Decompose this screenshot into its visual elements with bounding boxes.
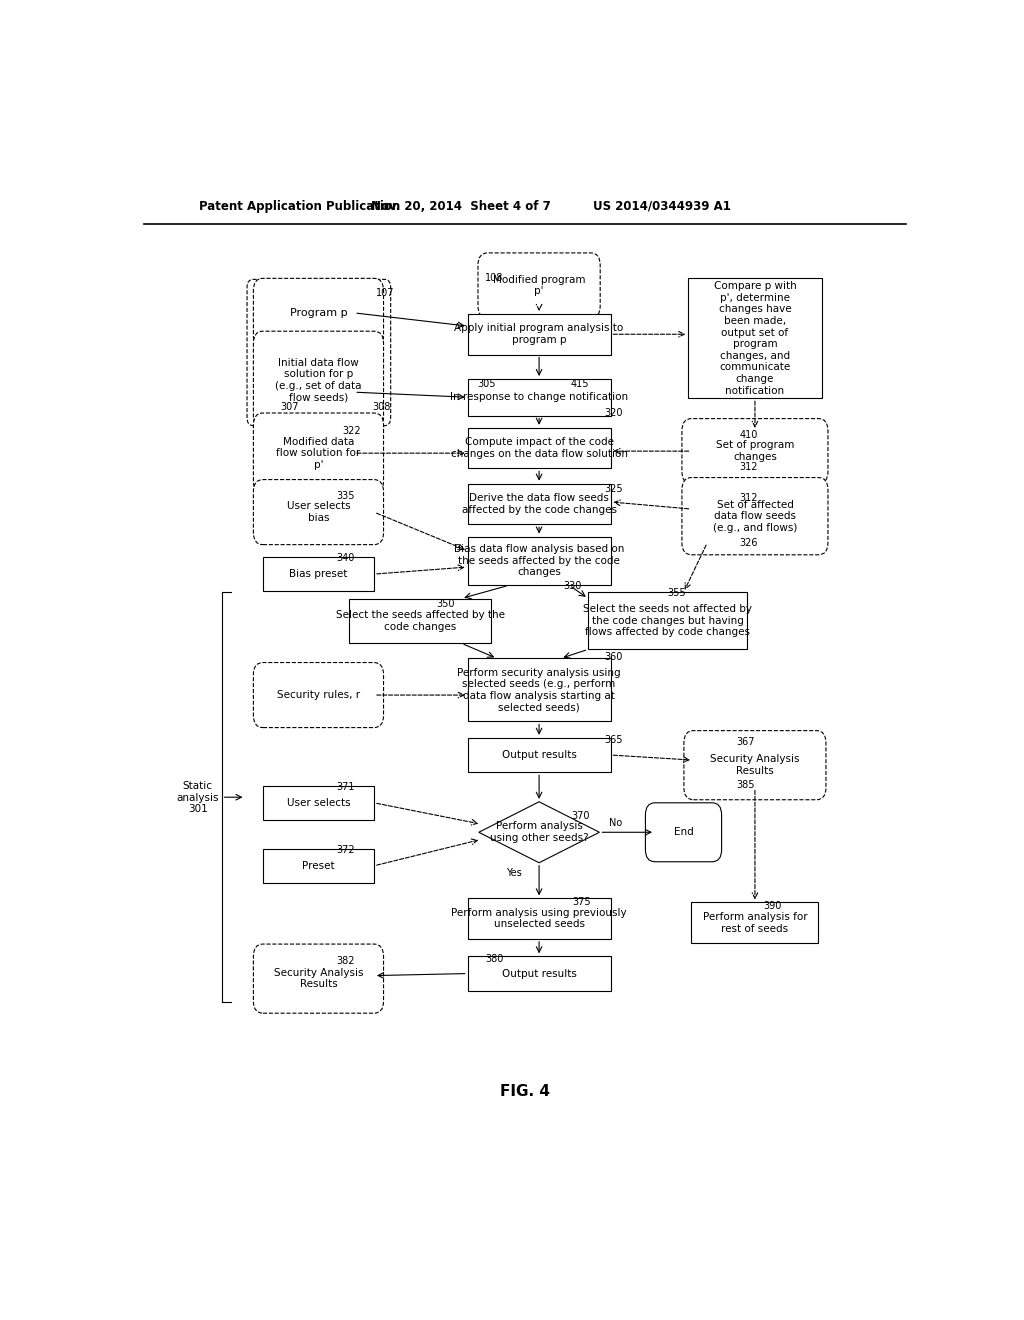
Text: 307: 307	[281, 403, 299, 412]
Text: Bias data flow analysis based on
the seeds affected by the code
changes: Bias data flow analysis based on the see…	[454, 544, 625, 577]
Text: 372: 372	[336, 845, 354, 854]
Text: Perform security analysis using
selected seeds (e.g., perform
data flow analysis: Perform security analysis using selected…	[458, 668, 621, 713]
Text: Set of affected
data flow seeds
(e.g., and flows): Set of affected data flow seeds (e.g., a…	[713, 499, 797, 533]
FancyBboxPatch shape	[263, 557, 374, 591]
FancyBboxPatch shape	[253, 663, 384, 727]
FancyBboxPatch shape	[688, 279, 821, 399]
Text: Nov. 20, 2014  Sheet 4 of 7: Nov. 20, 2014 Sheet 4 of 7	[372, 199, 551, 213]
FancyBboxPatch shape	[253, 279, 384, 347]
Text: 326: 326	[739, 537, 758, 548]
Text: User selects: User selects	[287, 797, 350, 808]
FancyBboxPatch shape	[691, 903, 818, 942]
FancyBboxPatch shape	[349, 598, 490, 643]
Text: Compute impact of the code
changes on the data flow solution: Compute impact of the code changes on th…	[451, 437, 628, 459]
FancyBboxPatch shape	[684, 731, 826, 800]
Text: Program p: Program p	[290, 308, 347, 318]
Text: Security rules, r: Security rules, r	[276, 690, 360, 700]
Text: 355: 355	[668, 589, 686, 598]
Text: 410: 410	[739, 430, 758, 440]
Text: Patent Application Publication: Patent Application Publication	[200, 199, 400, 213]
FancyBboxPatch shape	[468, 428, 610, 469]
Text: 322: 322	[342, 426, 360, 436]
Text: Static
analysis
301: Static analysis 301	[176, 781, 219, 814]
Text: 367: 367	[736, 737, 755, 747]
Text: 371: 371	[336, 781, 354, 792]
Text: 370: 370	[570, 810, 590, 821]
FancyBboxPatch shape	[253, 413, 384, 494]
FancyBboxPatch shape	[253, 944, 384, 1014]
Text: 340: 340	[336, 553, 354, 562]
FancyBboxPatch shape	[468, 536, 610, 585]
Text: 365: 365	[604, 735, 623, 744]
Text: Set of program
changes: Set of program changes	[716, 441, 795, 462]
Text: No: No	[609, 818, 623, 828]
FancyBboxPatch shape	[253, 479, 384, 545]
FancyBboxPatch shape	[645, 803, 722, 862]
Text: Select the seeds affected by the
code changes: Select the seeds affected by the code ch…	[336, 610, 505, 632]
Text: Bias preset: Bias preset	[289, 569, 348, 579]
Text: Perform analysis using previously
unselected seeds: Perform analysis using previously unsele…	[452, 908, 627, 929]
Text: Compare p with
p', determine
changes have
been made,
output set of
program
chang: Compare p with p', determine changes hav…	[714, 281, 797, 396]
Text: Select the seeds not affected by
the code changes but having
flows affected by c: Select the seeds not affected by the cod…	[583, 605, 753, 638]
Text: 312: 312	[739, 492, 758, 503]
Text: 415: 415	[570, 379, 590, 389]
Text: Security Analysis
Results: Security Analysis Results	[273, 968, 364, 990]
Text: Derive the data flow seeds
affected by the code changes: Derive the data flow seeds affected by t…	[462, 494, 616, 515]
FancyBboxPatch shape	[682, 478, 828, 554]
Text: 385: 385	[736, 780, 755, 789]
Text: 360: 360	[604, 652, 623, 663]
Polygon shape	[479, 801, 599, 863]
Text: Output results: Output results	[502, 750, 577, 760]
FancyBboxPatch shape	[468, 314, 610, 355]
FancyBboxPatch shape	[468, 483, 610, 524]
Text: 382: 382	[336, 957, 354, 966]
Text: Preset: Preset	[302, 861, 335, 871]
Text: US 2014/0344939 A1: US 2014/0344939 A1	[593, 199, 731, 213]
Text: Apply initial program analysis to
program p: Apply initial program analysis to progra…	[455, 323, 624, 345]
Text: In response to change notification: In response to change notification	[450, 392, 628, 403]
Text: 325: 325	[604, 483, 623, 494]
FancyBboxPatch shape	[478, 253, 600, 318]
FancyBboxPatch shape	[468, 379, 610, 416]
Text: 308: 308	[373, 403, 391, 412]
FancyBboxPatch shape	[263, 785, 374, 820]
FancyBboxPatch shape	[468, 738, 610, 772]
Text: End: End	[674, 828, 693, 837]
Text: Modified data
flow solution for
p': Modified data flow solution for p'	[276, 437, 360, 470]
Text: 305: 305	[477, 379, 496, 389]
FancyBboxPatch shape	[468, 899, 610, 939]
Text: Perform analysis
using other seeds?: Perform analysis using other seeds?	[489, 821, 589, 843]
FancyBboxPatch shape	[588, 593, 748, 649]
Text: Output results: Output results	[502, 969, 577, 978]
FancyBboxPatch shape	[468, 956, 610, 991]
FancyBboxPatch shape	[682, 418, 828, 483]
Text: Perform analysis for
rest of seeds: Perform analysis for rest of seeds	[702, 912, 807, 933]
Text: Security Analysis
Results: Security Analysis Results	[711, 755, 800, 776]
Text: 320: 320	[604, 408, 623, 417]
Text: 107: 107	[376, 288, 394, 297]
Text: 330: 330	[563, 581, 582, 591]
Text: 380: 380	[485, 954, 504, 965]
Text: 375: 375	[572, 898, 591, 907]
Text: 390: 390	[763, 902, 781, 912]
Text: User selects
bias: User selects bias	[287, 502, 350, 523]
Text: Modified program
p': Modified program p'	[493, 275, 586, 296]
Text: 335: 335	[336, 491, 354, 500]
Text: Yes: Yes	[506, 869, 521, 878]
Text: 312: 312	[739, 462, 758, 473]
Text: 350: 350	[436, 598, 455, 609]
FancyBboxPatch shape	[253, 331, 384, 429]
Text: 108: 108	[485, 273, 504, 284]
FancyBboxPatch shape	[468, 659, 610, 722]
Text: Initial data flow
solution for p
(e.g., set of data
flow seeds): Initial data flow solution for p (e.g., …	[275, 358, 361, 403]
Text: FIG. 4: FIG. 4	[500, 1084, 550, 1100]
FancyBboxPatch shape	[263, 849, 374, 883]
